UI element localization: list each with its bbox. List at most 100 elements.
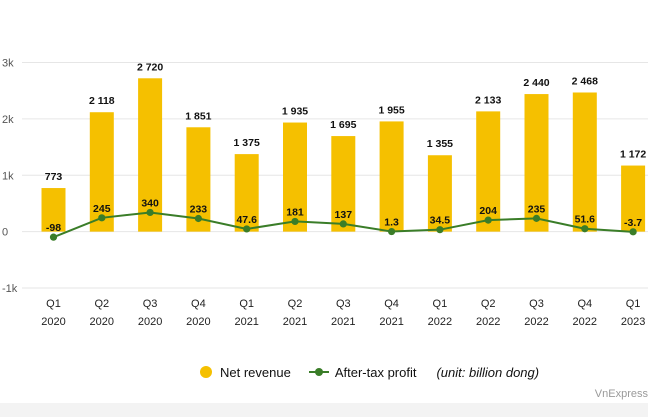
after-tax-profit-value-label: -98 — [46, 222, 61, 234]
net-revenue-bar — [234, 154, 259, 232]
legend-swatch-net-revenue — [200, 366, 212, 378]
bottom-strip — [0, 403, 648, 417]
net-revenue-value-label: 2 440 — [523, 77, 549, 89]
net-revenue-value-label: 2 133 — [475, 94, 501, 106]
x-tick-quarter: Q2 — [481, 298, 496, 310]
unit-note: (unit: billion dong) — [436, 364, 540, 380]
net-revenue-value-label: 2 720 — [137, 61, 163, 73]
net-revenue-value-label: 2 118 — [89, 95, 115, 107]
x-tick-quarter: Q4 — [384, 298, 399, 310]
y-tick-label: 0 — [2, 227, 8, 239]
x-tick-year: 2023 — [621, 316, 645, 328]
x-tick-quarter: Q1 — [626, 298, 641, 310]
net-revenue-bar — [427, 155, 452, 232]
after-tax-profit-point — [98, 214, 106, 222]
net-revenue-value-label: 1 935 — [282, 106, 308, 118]
net-revenue-value-label: 1 375 — [234, 137, 260, 149]
after-tax-profit-point — [339, 220, 347, 228]
net-revenue-bar — [89, 112, 114, 232]
x-tick-quarter: Q3 — [529, 298, 544, 310]
after-tax-profit-point — [291, 217, 299, 226]
x-tick-year: 2021 — [283, 316, 307, 328]
net-revenue-bar — [41, 188, 66, 232]
net-revenue-value-label: 1 851 — [185, 110, 211, 122]
net-revenue-labels: 773 2 118 2 720 1 851 1 375 1 935 1 695 1 955 1 … — [45, 61, 647, 183]
after-tax-profit-point — [532, 214, 541, 222]
x-tick-quarter: Q1 — [46, 298, 61, 310]
x-tick-year: 2020 — [41, 316, 65, 328]
after-tax-profit-value-label: 204 — [479, 205, 497, 217]
x-tick-quarter: Q4 — [577, 298, 592, 310]
net-revenue-value-label: 2 468 — [572, 75, 598, 87]
net-revenue-value-label: 1 955 — [378, 104, 404, 116]
after-tax-profit-value-label: -3.7 — [624, 217, 642, 229]
after-tax-profit-point — [49, 233, 58, 241]
net-revenue-value-label: 1 172 — [620, 149, 646, 161]
x-tick-year: 2021 — [331, 316, 355, 328]
net-revenue-bar — [283, 122, 307, 232]
after-tax-profit-point — [388, 227, 396, 236]
x-tick-year: 2022 — [476, 316, 500, 328]
source-watermark: VnExpress — [594, 388, 648, 400]
x-tick-year: 2022 — [573, 316, 597, 328]
legend-label-net-revenue: Net revenue — [220, 364, 291, 380]
x-tick-quarter: Q1 — [433, 298, 448, 310]
after-tax-profit-value-label: 235 — [528, 203, 546, 215]
legend-label-after-tax-profit: After-tax profit — [334, 364, 417, 380]
net-revenue-bar — [621, 165, 646, 232]
legend-item-net-revenue[interactable]: Net revenue — [200, 365, 291, 380]
x-axis: Q1 2020 Q2 2020 Q3 2020 Q4 2020 Q1 2021 Q2 2021 Q3 20… — [41, 298, 645, 328]
y-tick-label: -1k — [2, 283, 18, 295]
net-revenue-value-label: 773 — [45, 171, 63, 183]
after-tax-profit-value-label: 181 — [286, 206, 304, 218]
net-revenue-bar — [572, 92, 597, 232]
x-tick-quarter: Q4 — [191, 298, 206, 310]
y-tick-label: 3k — [2, 58, 14, 70]
x-tick-quarter: Q2 — [288, 298, 303, 310]
after-tax-profit-value-label: 1.3 — [384, 217, 399, 229]
net-revenue-value-label: 1 355 — [427, 138, 453, 150]
legend: Net revenue After-tax profit (unit: bill… — [200, 363, 539, 381]
after-tax-profit-point — [629, 228, 637, 236]
after-tax-profit-point — [146, 208, 154, 217]
net-revenue-bar — [331, 136, 356, 232]
x-tick-quarter: Q3 — [336, 298, 351, 310]
after-tax-profit-line — [49, 208, 637, 241]
after-tax-profit-value-label: 47.6 — [236, 214, 257, 226]
after-tax-profit-point — [243, 225, 251, 233]
y-tick-label: 1k — [2, 170, 14, 182]
x-tick-quarter: Q2 — [94, 298, 109, 310]
after-tax-profit-value-label: 340 — [141, 197, 159, 209]
after-tax-profit-value-label: 137 — [335, 209, 353, 221]
net-revenue-bar — [186, 127, 211, 232]
x-tick-year: 2022 — [428, 316, 452, 328]
x-tick-quarter: Q3 — [143, 298, 158, 310]
net-revenue-bar — [476, 111, 501, 232]
y-axis: -1k 0 1k 2k 3k — [2, 58, 18, 296]
x-tick-year: 2022 — [524, 316, 548, 328]
x-tick-year: 2021 — [234, 316, 258, 328]
x-tick-year: 2020 — [138, 316, 162, 328]
after-tax-profit-value-label: 34.5 — [430, 215, 451, 227]
legend-swatch-after-tax-profit — [308, 366, 329, 378]
net-revenue-bar — [379, 121, 404, 232]
after-tax-profit-point — [484, 216, 492, 224]
after-tax-profit-point — [436, 226, 444, 234]
x-tick-year: 2020 — [186, 316, 210, 328]
net-revenue-bar — [138, 78, 163, 232]
x-tick-quarter: Q1 — [239, 298, 254, 310]
after-tax-profit-value-label: 51.6 — [575, 214, 596, 226]
after-tax-profit-value-label: 233 — [190, 203, 208, 215]
legend-item-after-tax-profit[interactable]: After-tax profit — [308, 364, 417, 380]
y-tick-label: 2k — [2, 114, 14, 126]
after-tax-profit-point — [581, 225, 589, 233]
after-tax-profit-value-label: 245 — [93, 203, 111, 215]
x-tick-year: 2021 — [379, 316, 403, 328]
x-tick-year: 2020 — [90, 316, 114, 328]
net-revenue-bars — [41, 78, 646, 232]
after-tax-profit-labels: -98 245 340 233 47.6 181 137 1.3 34.5 204 235 51.6 -… — [46, 197, 642, 234]
after-tax-profit-point — [194, 214, 202, 223]
net-revenue-value-label: 1 695 — [330, 119, 356, 131]
